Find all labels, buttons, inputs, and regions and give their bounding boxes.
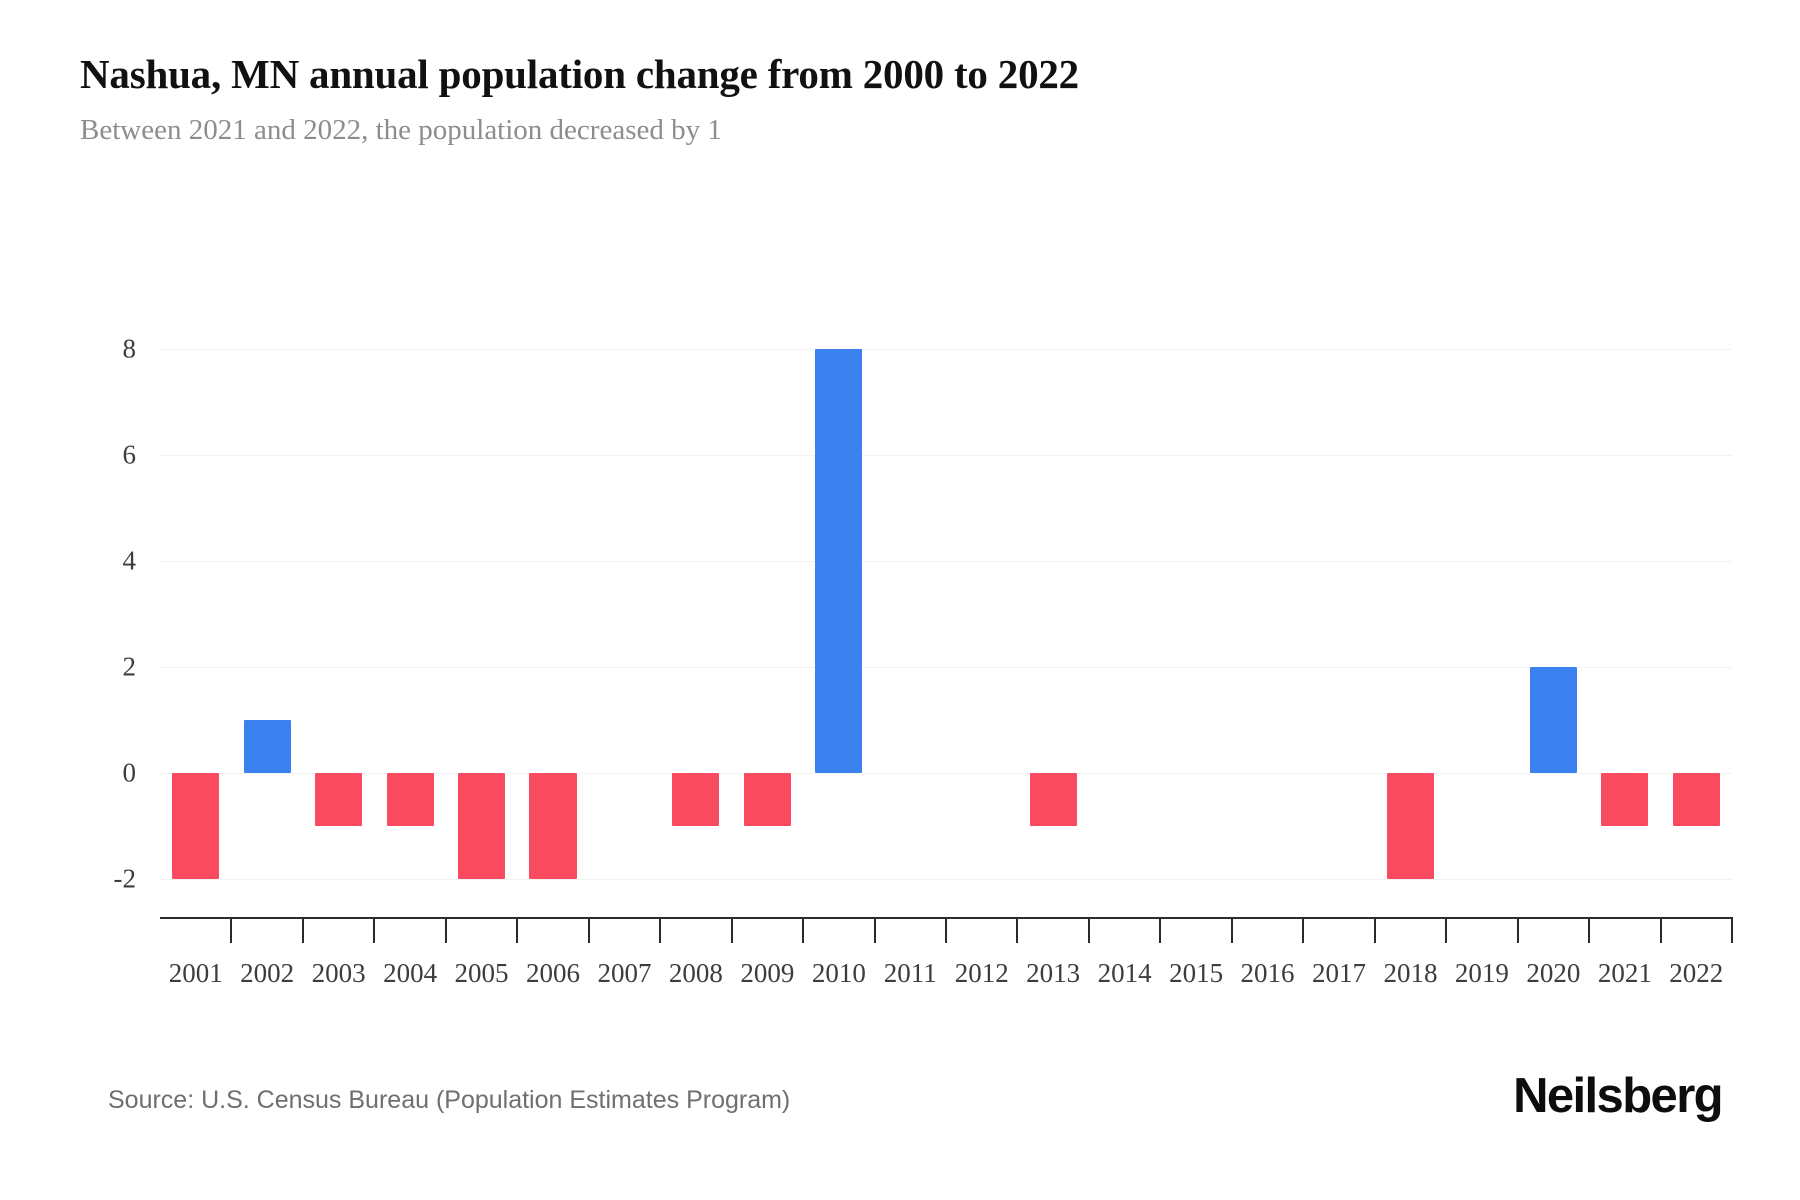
bar-slot — [1089, 296, 1160, 900]
x-axis-tickmark — [230, 917, 233, 943]
bar-slot — [660, 296, 731, 900]
bar[interactable] — [1672, 772, 1720, 826]
x-axis-tick-label: 2009 — [740, 958, 795, 988]
x-axis-tickmark — [1731, 917, 1733, 943]
bar[interactable] — [315, 772, 363, 826]
x-axis-tick-label: 2008 — [668, 958, 723, 988]
bar-slot — [303, 296, 374, 900]
page-title: Nashua, MN annual population change from… — [80, 51, 1079, 97]
bar[interactable] — [1529, 666, 1577, 773]
bar-slot — [1303, 296, 1374, 900]
bar-slot — [946, 296, 1017, 900]
x-axis-tickmark — [1373, 917, 1376, 943]
bar[interactable] — [1601, 772, 1649, 826]
x-axis-tick-label: 2016 — [1240, 958, 1295, 988]
x-axis-tickmark — [1588, 917, 1591, 943]
y-axis-tick-label: 2 — [122, 651, 137, 682]
x-axis-tick-label: 2017 — [1312, 958, 1366, 988]
bar-slot — [1661, 296, 1732, 900]
chart-header: Nashua, MN annual population change from… — [80, 51, 1720, 147]
bar-slot — [732, 296, 803, 900]
bar[interactable] — [172, 772, 220, 879]
x-axis-tickmark — [1445, 917, 1448, 943]
x-axis-tickmark — [1016, 917, 1019, 943]
x-axis-tick-label: 2013 — [1026, 958, 1081, 988]
x-axis-tick-label: 2022 — [1669, 958, 1724, 988]
gridline-4 — [160, 560, 1732, 562]
bar-slot — [160, 296, 231, 900]
y-axis-tick-label: 4 — [122, 545, 137, 576]
bar[interactable] — [457, 772, 506, 879]
bar-slot — [589, 296, 660, 900]
bar[interactable] — [1029, 772, 1077, 826]
y-axis-tick-label: 6 — [122, 439, 137, 470]
bar-slot — [517, 296, 588, 900]
bar[interactable] — [1386, 772, 1435, 879]
bar[interactable] — [529, 772, 577, 879]
bar-slot — [1232, 296, 1303, 900]
x-axis-tickmark — [301, 917, 304, 943]
x-axis-tickmark — [1159, 917, 1162, 943]
x-axis-tickmark — [1230, 917, 1233, 943]
chart-subtitle: Between 2021 and 2022, the population de… — [80, 113, 722, 146]
bar[interactable] — [672, 772, 720, 826]
x-axis-tickmark — [945, 917, 947, 943]
x-axis-tick-label: 2014 — [1097, 958, 1152, 988]
x-axis-tickmark — [659, 917, 662, 943]
bars-group — [160, 296, 1732, 900]
x-axis-tick-label: 2018 — [1383, 958, 1438, 988]
source-note: Source: U.S. Census Bureau (Population E… — [108, 1086, 791, 1114]
x-axis-tickmark — [1659, 917, 1662, 943]
bar-slot — [1375, 296, 1446, 900]
x-axis-tick-label: 2011 — [883, 958, 937, 988]
gridline-6 — [160, 454, 1732, 456]
bar-slot — [1160, 296, 1231, 900]
bar-slot — [1446, 296, 1517, 900]
x-axis-tickmark — [1516, 917, 1519, 943]
x-axis-tick-label: 2019 — [1454, 958, 1509, 988]
x-axis-tickmark — [516, 917, 519, 943]
x-axis-tickmark — [444, 917, 447, 943]
x-axis-tick-label: 2002 — [240, 958, 295, 988]
bar[interactable] — [386, 772, 434, 826]
x-axis-tick-label: 2006 — [526, 958, 580, 988]
x-axis-tick-label: 2012 — [954, 958, 1009, 988]
gridline--2 — [160, 878, 1732, 880]
bar[interactable] — [743, 772, 791, 826]
bar[interactable] — [815, 348, 863, 773]
x-axis-tick-label: 2001 — [168, 958, 223, 988]
gridline-0 — [160, 772, 1732, 774]
x-axis-tick-label: 2007 — [597, 958, 652, 988]
x-axis-tick-label: 2021 — [1597, 958, 1652, 988]
bar-slot — [446, 296, 517, 900]
x-axis-tick-label: 2003 — [311, 958, 366, 988]
chart-plot-area: 8 6 4 2 0 -2 — [114, 296, 1732, 900]
bar-slot — [1017, 296, 1088, 900]
x-axis-tick-label: 2010 — [811, 958, 866, 988]
y-axis-tick-label: 0 — [122, 757, 137, 788]
x-axis-tickmark — [802, 917, 805, 943]
brand-logo: Neilsberg — [1513, 1069, 1724, 1123]
x-axis-tick-label: 2005 — [454, 958, 509, 988]
x-axis-tickmark — [730, 917, 733, 943]
x-axis-tickmark — [587, 917, 590, 943]
bar-slot — [1518, 296, 1589, 900]
y-axis-tick-label: 8 — [122, 333, 137, 364]
gridline-8 — [160, 348, 1732, 350]
y-axis-tick-label: -2 — [113, 863, 137, 894]
bar-slot — [875, 296, 946, 900]
x-axis-tickmark — [1087, 917, 1090, 943]
bar-slot — [803, 296, 874, 900]
x-axis-tick-label: 2020 — [1526, 958, 1581, 988]
gridline-2 — [160, 666, 1732, 668]
x-axis-tick-label: 2015 — [1169, 958, 1224, 988]
bar-slot — [1589, 296, 1660, 900]
x-axis-tickmark — [1302, 917, 1305, 943]
x-axis-tickmark — [373, 917, 376, 943]
bar-slot — [374, 296, 445, 900]
bar-slot — [231, 296, 302, 900]
x-axis-tickmark — [873, 917, 876, 943]
bar[interactable] — [243, 719, 291, 773]
x-axis-tick-label: 2004 — [383, 958, 438, 988]
